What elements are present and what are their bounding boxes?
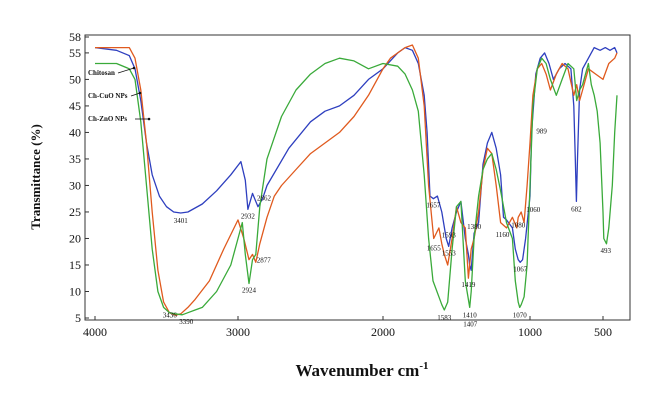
peak-label: 1593	[442, 232, 457, 240]
peak-label: 989	[536, 127, 547, 135]
y-tick-label: 45	[69, 99, 81, 113]
plot-area: 5 10 15 20 25 30 35 40 45 50 55 58 4000 3000 2000 1000…	[69, 30, 631, 339]
peak-label: 1070	[513, 311, 528, 319]
legend-arrow-head	[147, 117, 151, 121]
legend-label: Chitosan	[88, 69, 115, 77]
x-tick-label: 500	[594, 325, 612, 339]
peak-label: 1583	[437, 314, 452, 322]
y-tick-label: 50	[69, 72, 81, 86]
series-layer	[94, 44, 618, 316]
peak-label: 1655	[427, 245, 442, 253]
x-axis-label: Wavenumber cm-1	[295, 360, 428, 380]
plot-frame	[84, 34, 631, 321]
x-tick-label: 4000	[83, 325, 107, 339]
peak-label: 1080	[511, 221, 526, 229]
legend-layer: Chitosan Ch-CuO NPs Ch-ZnO NPs	[88, 66, 151, 123]
y-tick-label: 5	[75, 311, 81, 325]
peak-label: 1657	[426, 202, 441, 210]
y-tick-label: 20	[69, 231, 81, 245]
y-tick-label: 10	[69, 284, 81, 298]
legend-label: Ch-ZnO NPs	[88, 115, 127, 123]
peak-label: 2924	[242, 287, 257, 295]
series-line-2	[95, 44, 618, 316]
peak-label: 682	[571, 205, 582, 213]
peak-label: 2932	[241, 212, 256, 220]
x-tick-label: 3000	[226, 325, 250, 339]
peak-label: 1553	[442, 249, 457, 257]
series-line-1	[94, 46, 618, 271]
x-axis-label-superscript: -1	[419, 360, 428, 372]
x-tick-label: 1000	[518, 325, 542, 339]
y-axis-label: Transmittance (%)	[28, 124, 43, 230]
legend-label: Ch-CuO NPs	[88, 92, 128, 100]
y-tick-label: 58	[69, 30, 81, 44]
peak-label: 3390	[179, 318, 194, 326]
peak-label: 493	[601, 247, 612, 255]
y-tick-label: 15	[69, 258, 81, 272]
peak-label: 1407	[463, 320, 478, 328]
peak-label: 1410	[463, 311, 478, 319]
peak-label: 3401	[174, 217, 189, 225]
peak-label: 1380	[467, 223, 482, 231]
y-tick-label: 55	[69, 46, 81, 60]
peak-label: 2877	[257, 256, 272, 264]
peak-label: 1160	[496, 231, 510, 239]
peak-label: 1067	[513, 265, 528, 273]
x-axis-label-main: Wavenumber cm	[295, 361, 419, 380]
peak-label: 1060	[526, 206, 541, 214]
x-axis-ticks: 4000 3000 2000 1000 500	[83, 316, 612, 339]
peak-label: 1419	[461, 281, 476, 289]
peak-label: 3436	[163, 311, 178, 319]
y-tick-label: 35	[69, 152, 81, 166]
legend-arrow	[130, 92, 141, 97]
series-line-3	[95, 57, 618, 316]
y-tick-label: 25	[69, 205, 81, 219]
y-tick-label: 40	[69, 125, 81, 139]
peak-label: 2862	[257, 195, 272, 203]
legend-arrow	[117, 67, 135, 74]
y-axis-ticks: 5 10 15 20 25 30 35 40 45 50 55 58	[69, 30, 89, 325]
legend-arrow-head	[138, 91, 142, 95]
legend-arrow-head	[132, 66, 136, 70]
x-tick-label: 2000	[371, 325, 395, 339]
y-tick-label: 30	[69, 178, 81, 192]
